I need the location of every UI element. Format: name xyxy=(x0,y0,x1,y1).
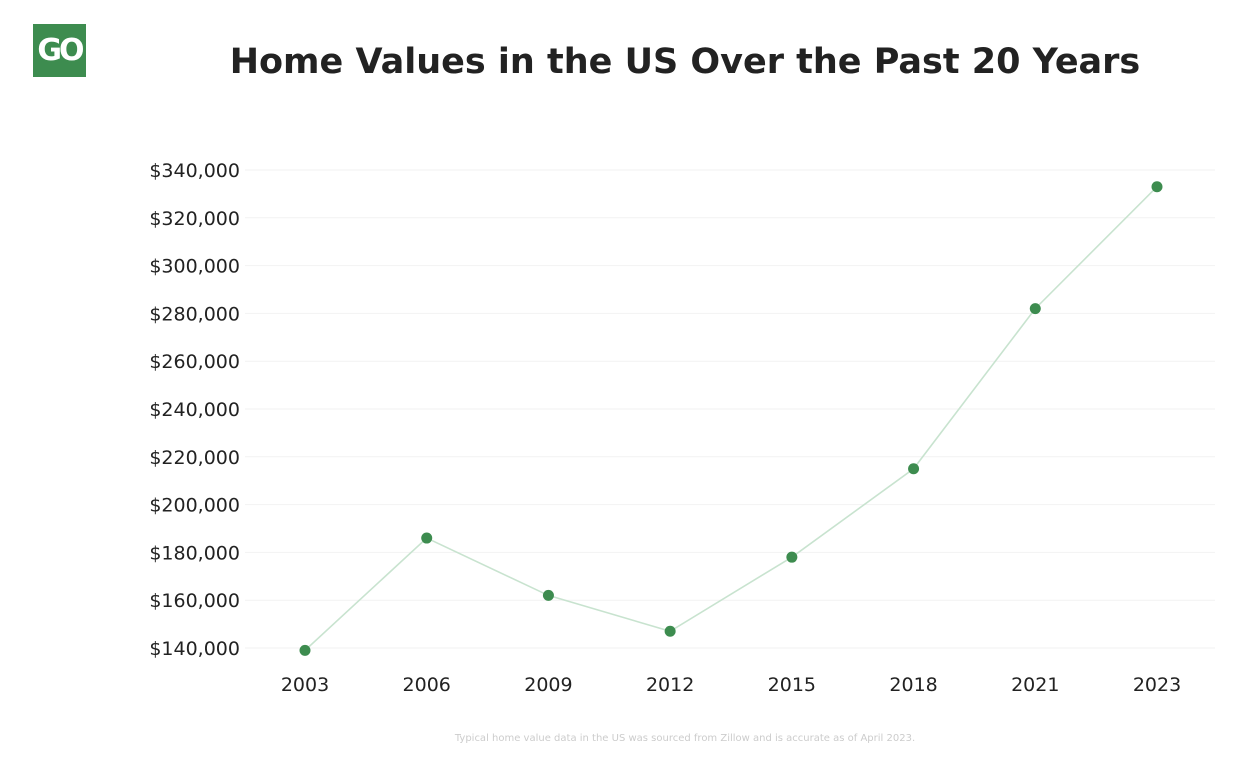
data-point-2009 xyxy=(542,589,554,601)
series-line xyxy=(304,186,1158,651)
data-point-2003 xyxy=(299,644,311,656)
y-tick-label: $240,000 xyxy=(149,399,240,421)
y-tick-label: $200,000 xyxy=(149,495,240,517)
y-tick-label: $320,000 xyxy=(149,208,240,230)
x-tick-label: 2015 xyxy=(768,674,816,696)
data-point-2012 xyxy=(664,625,676,637)
x-tick-label: 2003 xyxy=(281,674,329,696)
x-tick-label: 2018 xyxy=(889,674,937,696)
y-tick-label: $160,000 xyxy=(149,590,240,612)
data-point-2015 xyxy=(786,551,798,563)
y-tick-label: $220,000 xyxy=(149,447,240,469)
data-point-2021 xyxy=(1029,303,1041,315)
chart-title: Home Values in the US Over the Past 20 Y… xyxy=(229,42,1141,82)
x-tick-label: 2023 xyxy=(1133,674,1181,696)
x-axis-tick-labels: 2003 2006 2009 2012 2015 2018 2021 2023 xyxy=(281,674,1181,696)
y-tick-label: $280,000 xyxy=(149,303,240,325)
data-point-2018 xyxy=(908,463,920,475)
y-tick-label: $140,000 xyxy=(149,638,240,660)
y-tick-label: $300,000 xyxy=(149,256,240,278)
series-points xyxy=(299,181,1163,656)
x-tick-label: 2021 xyxy=(1011,674,1059,696)
x-tick-label: 2006 xyxy=(403,674,451,696)
data-point-2006 xyxy=(421,532,433,544)
brand-logo: GO xyxy=(33,24,86,77)
grid-lines xyxy=(245,169,1215,649)
x-tick-label: 2009 xyxy=(524,674,572,696)
x-tick-label: 2012 xyxy=(646,674,694,696)
y-tick-label: $340,000 xyxy=(149,160,240,182)
y-tick-label: $180,000 xyxy=(149,542,240,564)
data-point-2023 xyxy=(1151,181,1163,193)
y-axis-tick-labels: $140,000 $160,000 $180,000 $200,000 $220,000… xyxy=(149,160,240,660)
y-tick-label: $260,000 xyxy=(149,351,240,373)
series-line-layer xyxy=(304,186,1158,651)
source-footnote: Typical home value data in the US was so… xyxy=(454,733,916,744)
